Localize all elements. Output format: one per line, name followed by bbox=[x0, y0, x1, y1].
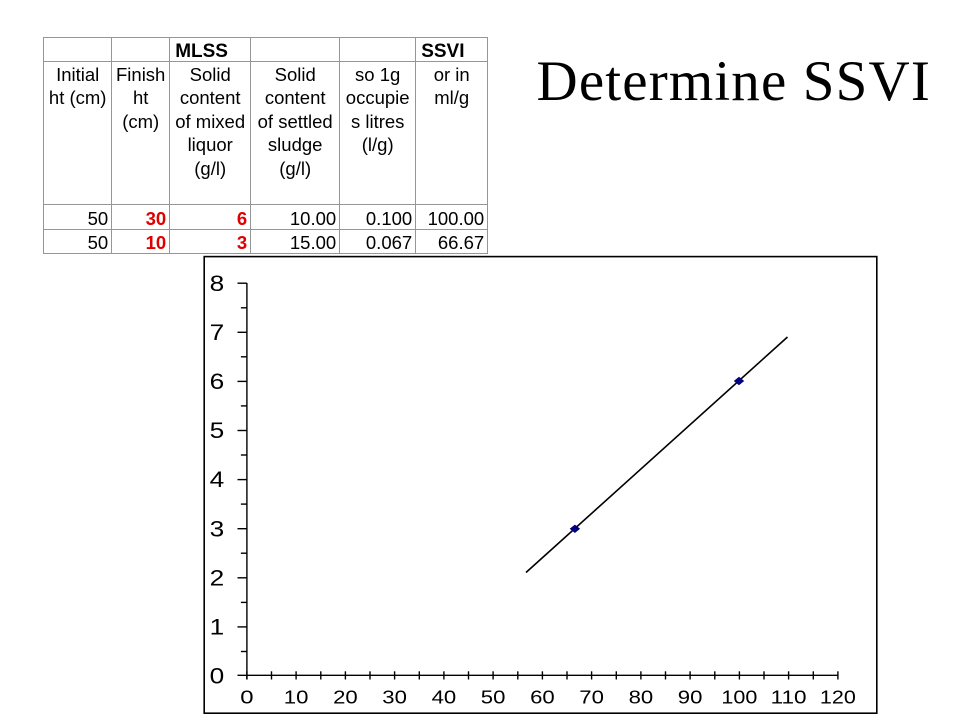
svg-text:10: 10 bbox=[284, 688, 309, 708]
svg-text:110: 110 bbox=[771, 688, 807, 708]
svg-text:8: 8 bbox=[210, 271, 225, 296]
svg-text:20: 20 bbox=[333, 688, 358, 708]
svg-text:0: 0 bbox=[210, 664, 225, 689]
svg-text:3: 3 bbox=[210, 516, 225, 541]
svg-text:0: 0 bbox=[240, 688, 253, 708]
svg-text:120: 120 bbox=[820, 688, 856, 708]
svg-text:50: 50 bbox=[481, 688, 506, 708]
svg-text:7: 7 bbox=[210, 320, 225, 345]
svg-text:2: 2 bbox=[210, 565, 225, 590]
svg-text:70: 70 bbox=[579, 688, 604, 708]
svg-text:5: 5 bbox=[210, 418, 225, 443]
svg-text:6: 6 bbox=[210, 369, 225, 394]
svg-text:4: 4 bbox=[210, 467, 225, 492]
svg-text:40: 40 bbox=[432, 688, 457, 708]
svg-text:90: 90 bbox=[678, 688, 703, 708]
svg-text:60: 60 bbox=[530, 688, 555, 708]
svg-text:1: 1 bbox=[210, 615, 225, 640]
svg-text:30: 30 bbox=[382, 688, 407, 708]
svg-text:80: 80 bbox=[629, 688, 654, 708]
svg-text:100: 100 bbox=[721, 688, 757, 708]
